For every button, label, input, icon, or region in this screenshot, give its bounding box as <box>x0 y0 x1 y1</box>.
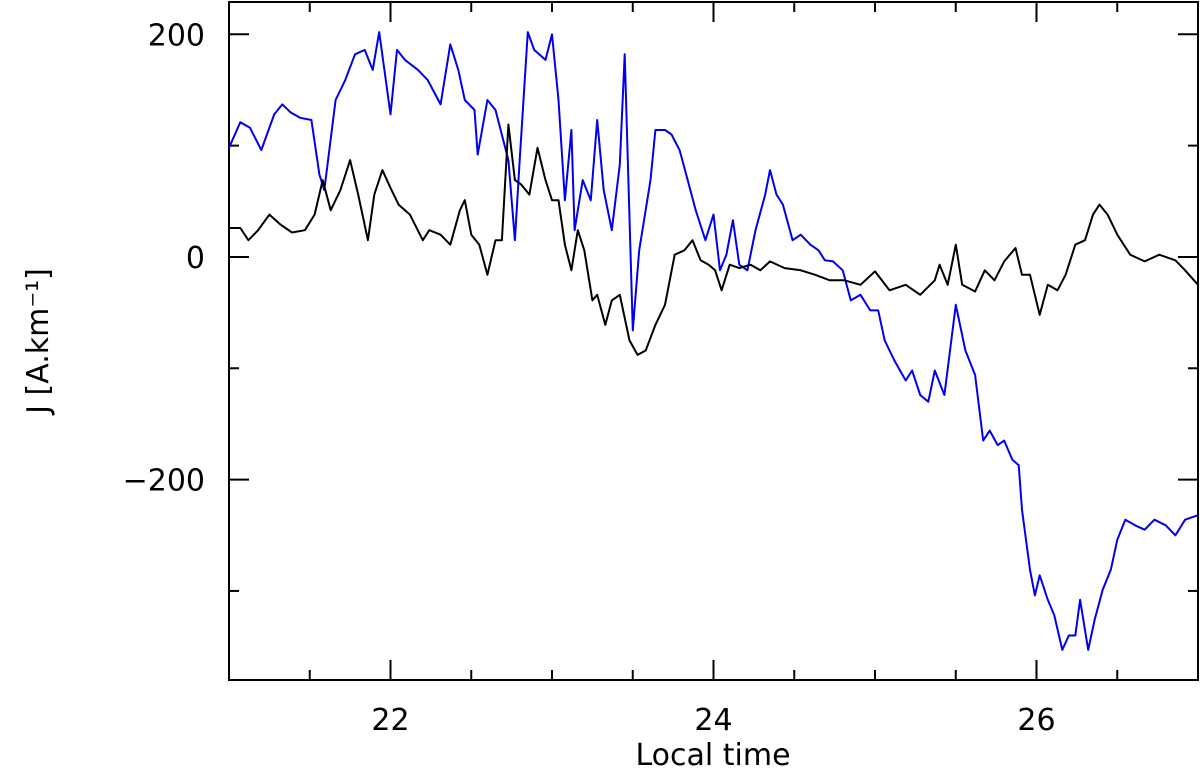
x-tick-label: 26 <box>1017 703 1055 738</box>
y-axis-label: J [A.km⁻¹] <box>21 268 56 416</box>
data-line <box>229 123 1199 356</box>
x-tick-label: 24 <box>694 703 732 738</box>
y-tick-label: 0 <box>186 241 205 276</box>
y-tick-label: −200 <box>123 464 205 499</box>
y-tick-label: 200 <box>148 18 205 53</box>
x-tick-label: 22 <box>371 703 409 738</box>
data-line <box>228 31 1199 651</box>
x-axis-label: Local time <box>635 738 790 773</box>
plot-frame <box>228 1 1199 681</box>
